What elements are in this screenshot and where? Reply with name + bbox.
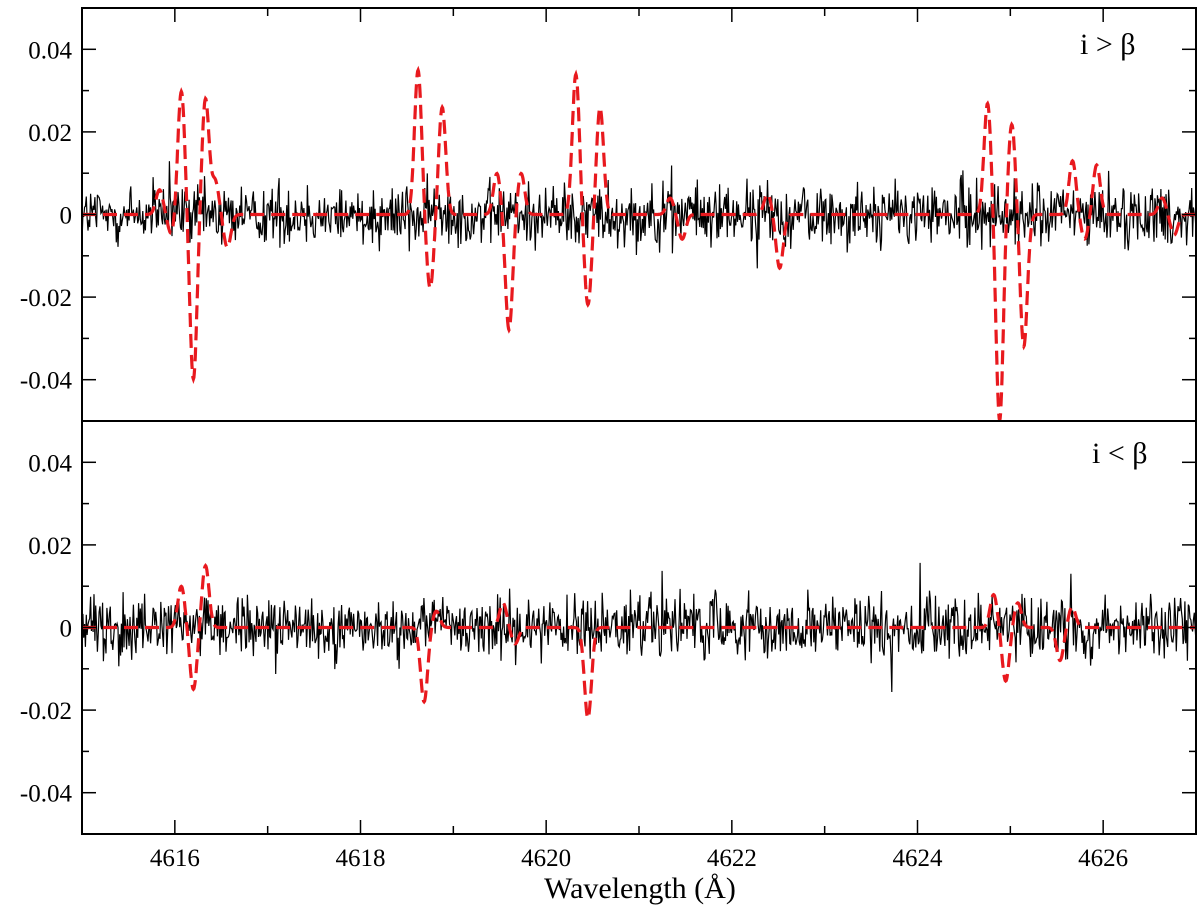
top-y-tick-label: 0.04 <box>28 37 72 64</box>
x-tick-label: 4622 <box>707 845 757 872</box>
panel-top: 0.04 0.02 0 -0.02 -0.04 i > β <box>20 7 1197 422</box>
bottom-y-tick-label: -0.02 <box>20 698 72 725</box>
bottom-y-tick-label: 0.02 <box>28 533 72 560</box>
bottom-y-tick-label: 0 <box>60 616 73 643</box>
bottom-y-ticks: 0.04 0.02 0 -0.02 -0.04 <box>20 450 1197 834</box>
x-axis: 4616 4618 4620 4622 4624 4626 <box>150 845 1128 872</box>
top-y-tick-label: 0 <box>60 203 73 230</box>
x-tick-label: 4618 <box>336 845 386 872</box>
x-tick-label: 4626 <box>1078 845 1128 872</box>
top-y-tick-label: 0.02 <box>28 120 72 147</box>
top-panel-label: i > β <box>1080 28 1136 61</box>
bottom-model-spectrum-line <box>82 563 1196 722</box>
x-axis-title: Wavelength (Å) <box>544 872 736 905</box>
top-model-spectrum-line <box>82 65 1196 421</box>
bottom-panel-label: i < β <box>1092 437 1148 470</box>
panel-bottom: 0.04 0.02 0 -0.02 -0.04 i < β <box>20 420 1197 835</box>
bottom-series-group <box>82 562 1196 722</box>
x-tick-label: 4616 <box>150 845 200 872</box>
top-series-group <box>82 65 1196 421</box>
top-y-tick-label: -0.04 <box>20 368 73 395</box>
x-tick-label: 4620 <box>521 845 571 872</box>
bottom-observed-spectrum-line <box>82 562 1196 693</box>
bottom-y-tick-label: 0.04 <box>28 450 72 477</box>
top-y-tick-label: -0.02 <box>20 285 72 312</box>
bottom-y-tick-label: -0.04 <box>20 781 73 808</box>
top-y-ticks: 0.04 0.02 0 -0.02 -0.04 <box>20 8 1197 395</box>
x-tick-label: 4624 <box>893 845 944 872</box>
